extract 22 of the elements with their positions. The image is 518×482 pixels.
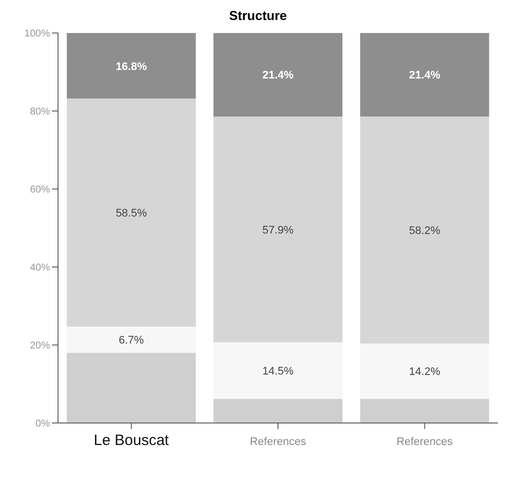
y-tick-label: 100%	[24, 28, 50, 40]
y-tick-label: 20%	[30, 340, 50, 352]
data-label: 16.8%	[116, 60, 148, 73]
data-label: 57.9%	[262, 224, 294, 236]
chart-title: Structure	[228, 8, 288, 23]
y-tick-label: 80%	[30, 106, 50, 118]
y-tick-label: 60%	[30, 184, 50, 196]
data-label: 58.5%	[116, 208, 148, 220]
x-tick-label: References	[250, 436, 307, 448]
data-label: 14.2%	[409, 366, 440, 378]
x-tick-label: References	[396, 436, 454, 448]
y-tick-label: 0%	[36, 418, 50, 430]
bar	[66, 33, 196, 99]
data-label: 6.7%	[118, 334, 144, 347]
bar	[360, 33, 490, 116]
data-label: 58.2%	[409, 224, 440, 237]
x-tick-label: Le Bouscat	[94, 432, 170, 449]
data-label: 14.5%	[262, 366, 294, 378]
bar	[213, 33, 342, 116]
data-label: 21.4%	[409, 70, 440, 82]
data-label: 21.4%	[262, 70, 294, 82]
y-tick-label: 40%	[30, 262, 50, 274]
